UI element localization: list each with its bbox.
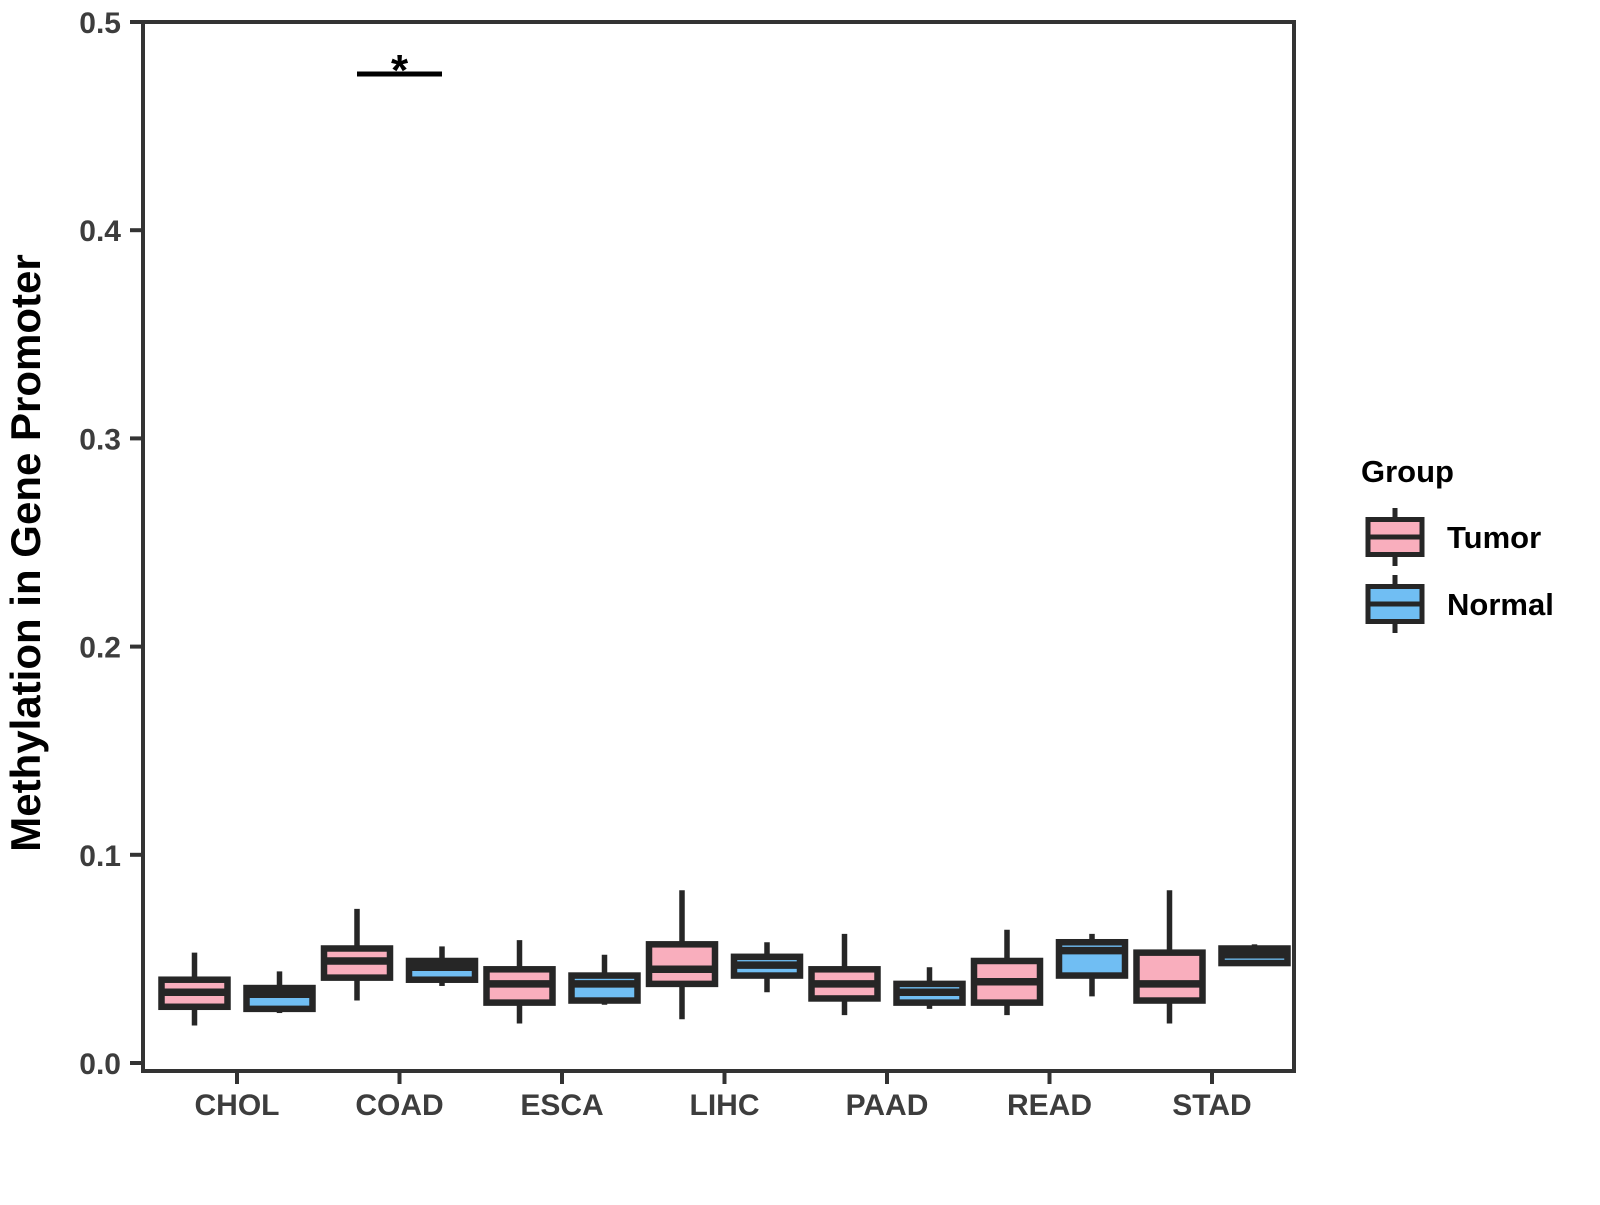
y-tick-label: 0.5 — [79, 7, 121, 40]
box-tumor-read — [970, 929, 1044, 1016]
box-normal-read — [1055, 933, 1129, 997]
y-tick-label: 0.0 — [79, 1048, 121, 1081]
x-tick-label-read: READ — [1007, 1089, 1092, 1122]
y-axis-title: Methylation in Gene Promoter — [2, 254, 49, 851]
legend-label-tumor: Tumor — [1447, 520, 1541, 555]
box-normal-paad — [893, 967, 966, 1009]
x-tick-label-paad: PAAD — [846, 1089, 929, 1122]
y-tick-label: 0.4 — [79, 215, 121, 248]
box-tumor-chol — [158, 952, 231, 1026]
box-normal-stad — [1218, 944, 1291, 967]
axes: 0.0 0.1 0.2 0.3 0.4 0.5 CHOL COAD ESCA LIHC PAAD RE… — [79, 7, 1251, 1122]
y-tick-label: 0.2 — [79, 632, 121, 665]
boxplots — [158, 890, 1291, 1026]
y-tick-label: 0.1 — [79, 840, 121, 873]
x-tick-label-coad: COAD — [355, 1089, 443, 1122]
iqr-box — [1133, 949, 1206, 1004]
y-tick-label: 0.3 — [79, 423, 121, 456]
legend-item-tumor: Tumor — [1365, 508, 1541, 566]
box-normal-esca — [568, 954, 641, 1005]
box-normal-lihc — [730, 942, 804, 993]
panel-border — [141, 20, 1296, 1073]
box-tumor-lihc — [645, 890, 719, 1020]
x-tick-label-stad: STAD — [1172, 1089, 1251, 1122]
iqr-box — [568, 972, 641, 1004]
box-normal-coad — [405, 946, 479, 986]
box-tumor-stad — [1133, 890, 1206, 1024]
box-normal-chol — [243, 971, 316, 1014]
significance-star: * — [391, 46, 409, 95]
x-tick-label-chol: CHOL — [195, 1089, 280, 1122]
legend-items: Tumor Normal — [1365, 508, 1554, 633]
plot-panel — [141, 20, 1296, 1073]
x-tick-label-lihc: LIHC — [690, 1089, 760, 1122]
legend-label-normal: Normal — [1447, 587, 1554, 622]
legend-item-normal: Normal — [1365, 575, 1554, 633]
significance-annotations: * — [357, 46, 442, 95]
iqr-box — [645, 941, 719, 988]
box-tumor-coad — [320, 908, 394, 1001]
legend: Group Tumor Normal — [1361, 454, 1554, 633]
box-tumor-esca — [483, 940, 556, 1024]
box-tumor-paad — [808, 933, 881, 1016]
x-tick-label-esca: ESCA — [520, 1089, 603, 1122]
legend-title: Group — [1361, 454, 1454, 489]
